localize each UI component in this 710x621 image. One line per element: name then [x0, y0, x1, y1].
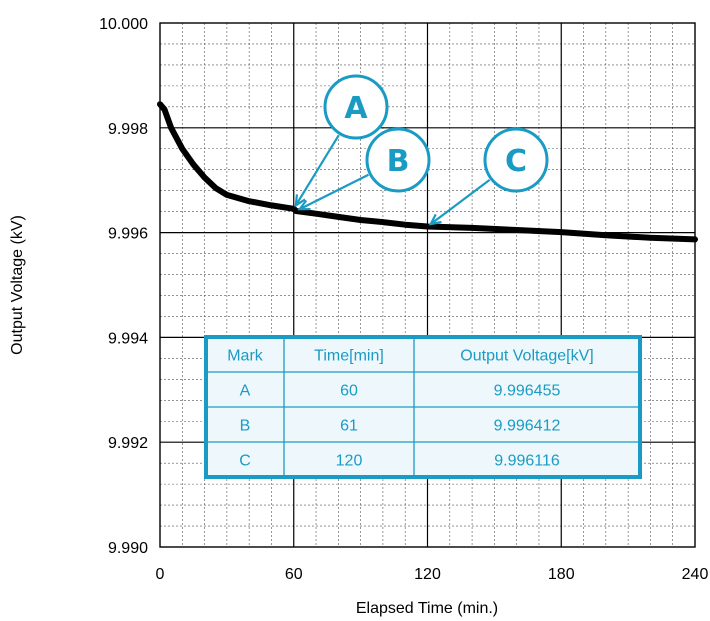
y-tick-labels: 9.990 9.992 9.994 9.996 9.998 10.000: [99, 16, 148, 557]
callout-letter: A: [344, 91, 368, 126]
x-tick-label: 120: [414, 566, 441, 583]
output-voltage-line: [157, 101, 698, 243]
y-tick-label: 9.994: [108, 330, 148, 347]
y-axis-title: Output Voltage (kV): [9, 215, 26, 355]
table-cell: B: [240, 418, 251, 435]
table-header-cell: Mark: [227, 348, 264, 365]
table-cell: 61: [340, 418, 358, 435]
y-tick-label: 9.990: [108, 540, 148, 557]
table-cell: 9.996412: [494, 418, 561, 435]
x-tick-label: 240: [682, 566, 709, 583]
table-cell: 120: [336, 453, 363, 470]
callout-arrow: [299, 173, 369, 211]
data-table: Mark Time[min] Output Voltage[kV] A 60 9.9964…: [204, 335, 642, 479]
plot-frame: [159, 22, 696, 548]
callout-circle: [365, 127, 431, 193]
callout-letter: C: [505, 144, 527, 179]
y-tick-label: 9.998: [108, 121, 148, 138]
callout-arrowhead: [294, 194, 306, 208]
callout-c: C: [428, 127, 549, 226]
callout-arrow: [430, 178, 491, 225]
x-tick-labels: 0 60 120 180 240: [156, 566, 709, 583]
table-header-cell: Output Voltage[kV]: [460, 348, 593, 365]
callout-circle: [483, 127, 549, 193]
table-cell: 60: [340, 383, 358, 400]
table-cell: 9.996116: [494, 453, 560, 470]
x-tick-label: 180: [548, 566, 575, 583]
callout-a: A: [294, 74, 389, 208]
callout-b: B: [297, 127, 431, 211]
x-tick-label: 0: [156, 566, 165, 583]
callout-letter: B: [387, 144, 410, 179]
y-tick-label: 9.996: [108, 226, 148, 243]
x-axis-title: Elapsed Time (min.): [356, 600, 498, 617]
table-header-cell: Time[min]: [314, 348, 384, 365]
callout-arrowhead: [428, 213, 442, 226]
table-cell: A: [240, 383, 251, 400]
callout-arrowhead: [297, 199, 311, 211]
callout-arrow: [294, 134, 340, 206]
x-tick-label: 60: [285, 566, 303, 583]
table-cell: 9.996455: [494, 383, 561, 400]
y-tick-label: 9.992: [108, 435, 148, 452]
callout-markers: AB C: [294, 74, 549, 226]
table-cell: C: [239, 453, 251, 470]
callout-circle: [323, 74, 389, 140]
y-tick-label: 10.000: [99, 16, 148, 33]
